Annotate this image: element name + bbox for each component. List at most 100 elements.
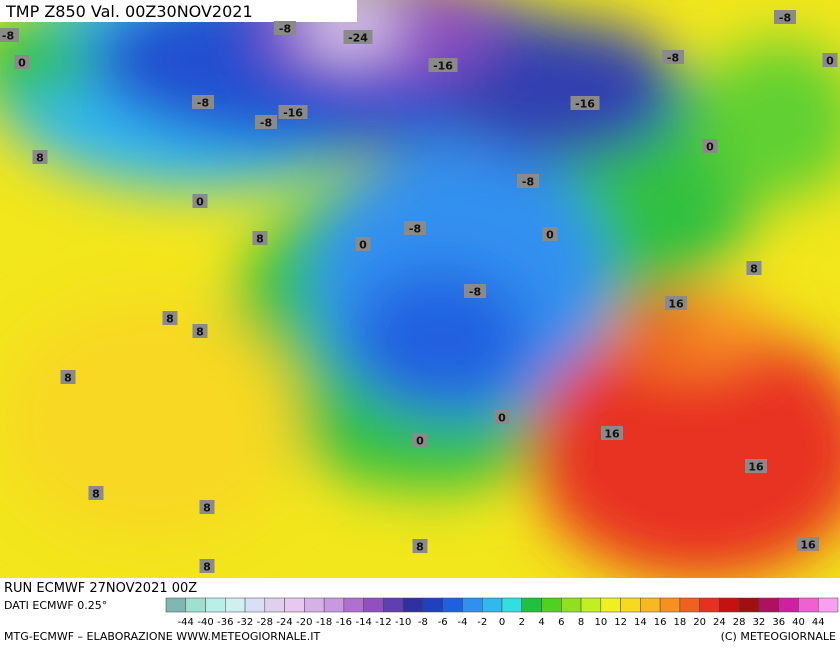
contour-label-box (774, 10, 796, 24)
contour-label-box (797, 537, 819, 551)
legend-label: 8 (578, 617, 584, 628)
legend-swatch (659, 597, 681, 613)
contour-label: 0 (498, 412, 506, 425)
contour-label-box (428, 58, 458, 72)
legend-swatch (481, 597, 503, 613)
contour-label: 0 (826, 55, 834, 68)
contour-label-box (192, 194, 208, 208)
legend-label: 14 (634, 617, 647, 628)
legend-swatch (205, 597, 226, 613)
legend-swatch (699, 597, 720, 613)
legend-swatch (185, 597, 206, 613)
legend-swatch (501, 597, 523, 613)
legend-swatch (462, 597, 483, 613)
contour-label-box (822, 53, 838, 67)
legend-swatch (304, 597, 325, 613)
legend-swatch (422, 597, 443, 613)
legend-swatch (798, 597, 819, 613)
contour-label: -8 (779, 12, 791, 25)
legend-label: 44 (812, 617, 825, 628)
contour-label-box (274, 21, 296, 35)
contour-label: 8 (64, 372, 72, 385)
contour-label: -16 (575, 98, 595, 111)
contour-label-box (404, 221, 426, 235)
legend-swatch (343, 597, 364, 613)
contour-label: 8 (196, 326, 204, 339)
source-info: DATI ECMWF 0.25° (4, 599, 107, 612)
legend-label: -40 (197, 617, 213, 628)
footer-left: MTG-ECMWF – ELABORAZIONE WWW.METEOGIORNA… (4, 630, 320, 643)
title: TMP Z850 Val. 00Z30NOV2021 (5, 2, 253, 21)
legend-swatch (719, 597, 740, 613)
legend-label: 0 (499, 617, 505, 628)
legend-label: -32 (237, 617, 253, 628)
legend-label: 12 (614, 617, 627, 628)
legend-label: -36 (217, 617, 233, 628)
contour-label-box (14, 55, 30, 69)
contour-label-box (412, 433, 428, 447)
contour-label: 8 (416, 541, 424, 554)
contour-label: 16 (668, 298, 684, 311)
legend-swatch (600, 597, 621, 613)
contour-label: -16 (433, 60, 453, 73)
contour-label: 0 (546, 229, 554, 242)
contour-label: 8 (92, 488, 100, 501)
contour-label-box (355, 237, 371, 251)
contour-label: 0 (359, 239, 367, 252)
contour-label: 8 (203, 502, 211, 515)
contour-label-box (32, 150, 48, 164)
contour-label-box (192, 324, 208, 338)
contour-label: -24 (348, 32, 368, 45)
contour-label: 16 (748, 461, 764, 474)
legend-label: 28 (733, 617, 746, 628)
legend-swatch (580, 597, 602, 613)
contour-label-box (343, 30, 373, 44)
legend-swatch (817, 597, 839, 613)
contour-label: 8 (36, 152, 44, 165)
contour-label-box (162, 311, 178, 325)
contour-label: 8 (750, 263, 758, 276)
legend-label: -12 (375, 617, 391, 628)
contour-label-box (570, 96, 600, 110)
legend-label: -2 (477, 617, 487, 628)
legend-label: -8 (418, 617, 428, 628)
contour-label: 0 (706, 141, 714, 154)
legend-label: -14 (355, 617, 371, 628)
legend-label: 40 (792, 617, 805, 628)
contour-label: 0 (18, 57, 26, 70)
legend-swatch (165, 597, 187, 613)
legend-swatch (640, 597, 661, 613)
legend-label: 2 (519, 617, 525, 628)
contour-label-box (494, 410, 510, 424)
contour-label: 8 (203, 561, 211, 574)
contour-label-box (702, 139, 718, 153)
run-info: RUN ECMWF 27NOV2021 00Z (4, 581, 197, 596)
legend-label: -44 (178, 617, 194, 628)
legend-swatch (244, 597, 266, 613)
contour-label-box (0, 28, 19, 42)
legend-label: -18 (316, 617, 332, 628)
footer-right: (C) METEOGIORNALE (721, 630, 836, 643)
legend-swatch (323, 597, 345, 613)
contour-label-box (199, 559, 215, 573)
contour-label: 8 (256, 233, 264, 246)
legend-swatch (758, 597, 779, 613)
legend-label: 10 (594, 617, 607, 628)
legend-swatch (284, 597, 305, 613)
legend-label: 4 (538, 617, 544, 628)
contour-label-box (88, 486, 104, 500)
legend-swatch (521, 597, 542, 613)
contour-label: 0 (416, 435, 424, 448)
temperature-field (0, 0, 840, 578)
legend-label: 36 (772, 617, 785, 628)
legend-swatch (225, 597, 246, 613)
contour-label-box (60, 370, 76, 384)
legend-label: 32 (753, 617, 766, 628)
legend-swatch (541, 597, 562, 613)
contour-label-box (517, 174, 539, 188)
legend-label: 6 (558, 617, 564, 628)
contour-label: -16 (283, 107, 303, 120)
legend-label: 20 (693, 617, 706, 628)
contour-label: -8 (667, 52, 679, 65)
